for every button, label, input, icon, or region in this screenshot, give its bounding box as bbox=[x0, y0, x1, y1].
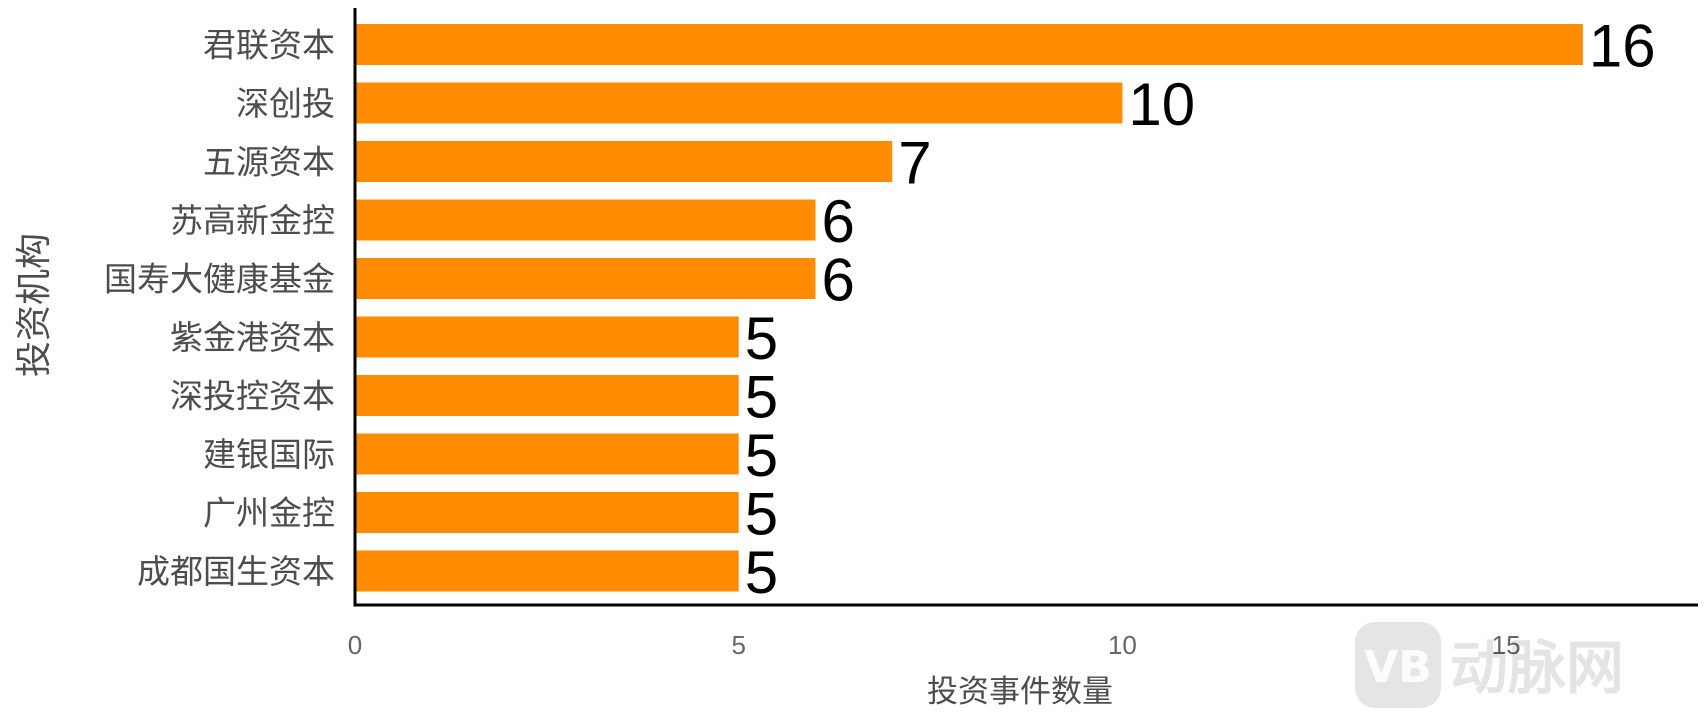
bar bbox=[355, 550, 739, 592]
value-label: 5 bbox=[745, 481, 778, 548]
category-label: 深投控资本 bbox=[170, 377, 335, 416]
value-label: 7 bbox=[898, 130, 931, 197]
watermark-logo-icon bbox=[1355, 622, 1441, 708]
bar bbox=[355, 199, 816, 241]
watermark-text: 动脉网 bbox=[1450, 634, 1624, 702]
x-tick-label: 10 bbox=[1108, 630, 1137, 660]
x-tick-label: 15 bbox=[1492, 630, 1521, 660]
watermark-logo-letters: VB bbox=[1364, 642, 1432, 693]
x-tick-label: 0 bbox=[348, 630, 362, 660]
category-label: 国寿大健康基金 bbox=[104, 260, 335, 299]
category-label: 广州金控 bbox=[203, 494, 335, 533]
category-label: 深创投 bbox=[236, 84, 335, 123]
bar bbox=[355, 82, 1123, 124]
value-label: 5 bbox=[745, 364, 778, 431]
watermark: VB 动脉网 bbox=[1355, 622, 1624, 708]
x-axis-title: 投资事件数量 bbox=[927, 674, 1113, 710]
bar bbox=[355, 258, 816, 299]
category-label: 建银国际 bbox=[203, 435, 335, 474]
y-axis-title: 投资机构 bbox=[14, 233, 55, 377]
value-label: 5 bbox=[745, 539, 778, 606]
bar bbox=[355, 24, 1583, 65]
category-label: 成都国生资本 bbox=[137, 552, 335, 591]
value-label: 5 bbox=[745, 305, 778, 372]
value-label: 16 bbox=[1589, 13, 1656, 80]
bar bbox=[355, 141, 893, 182]
bar bbox=[355, 316, 739, 358]
bar bbox=[355, 375, 739, 416]
category-label: 紫金港资本 bbox=[170, 318, 335, 357]
bars-group bbox=[355, 24, 1583, 592]
category-labels: 君联资本深创投五源资本苏高新金控国寿大健康基金紫金港资本深投控资本建银国际广州金… bbox=[104, 26, 335, 592]
value-label: 6 bbox=[821, 188, 854, 255]
bar bbox=[355, 433, 739, 475]
value-label: 10 bbox=[1128, 71, 1195, 138]
value-label: 5 bbox=[745, 422, 778, 489]
bar bbox=[355, 492, 739, 533]
category-label: 苏高新金控 bbox=[170, 201, 335, 240]
category-label: 五源资本 bbox=[203, 143, 335, 182]
x-axis-ticks: 0 5 10 15 bbox=[348, 630, 1521, 660]
x-tick-label: 5 bbox=[731, 630, 745, 660]
value-label: 6 bbox=[821, 247, 854, 314]
category-label: 君联资本 bbox=[203, 26, 335, 65]
